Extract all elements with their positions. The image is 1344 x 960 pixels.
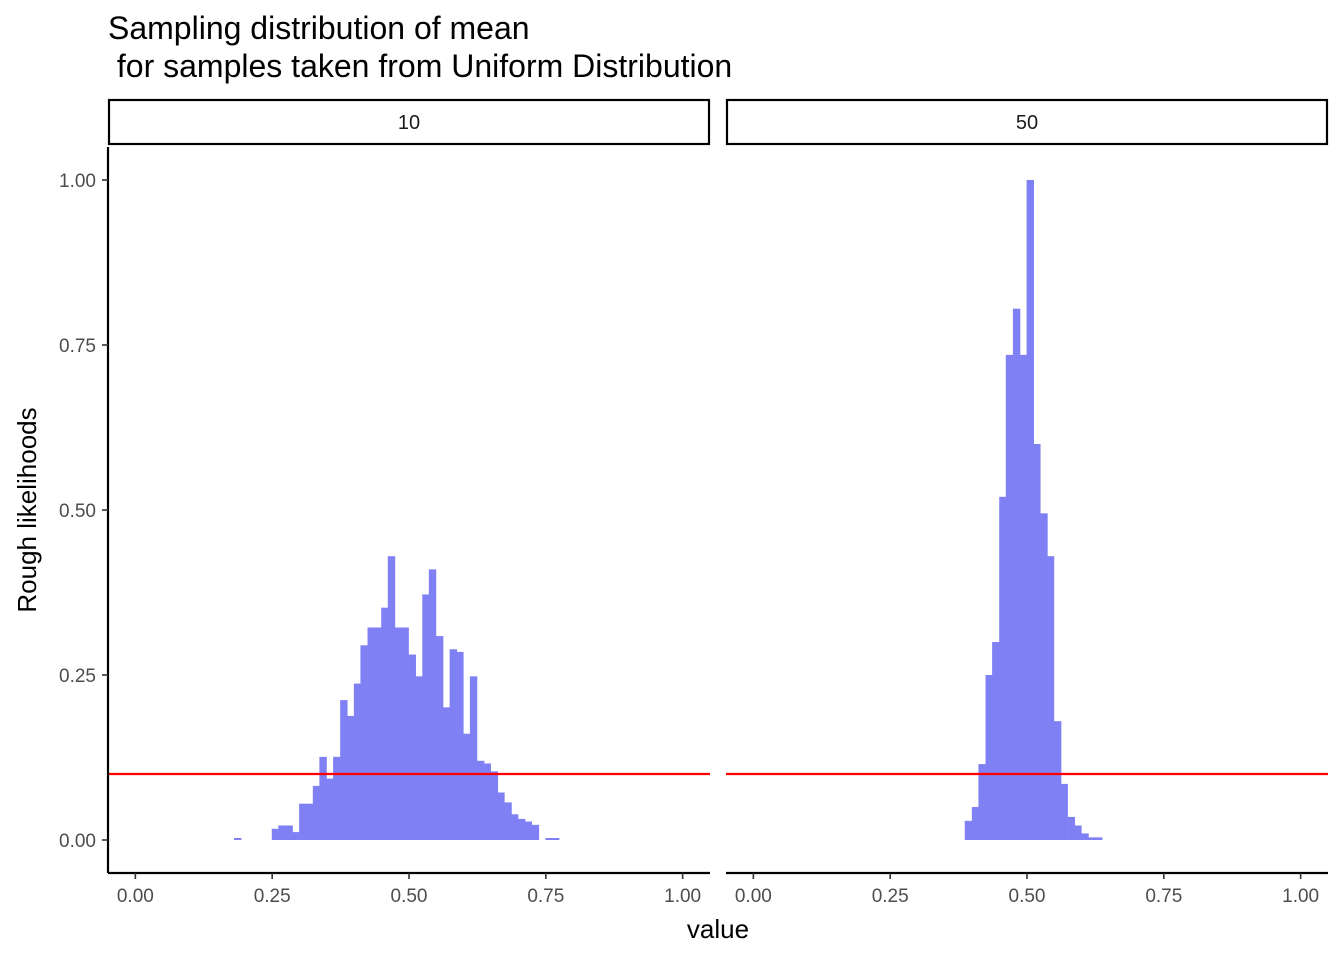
histogram-bar [978,764,986,840]
facet-strip [107,98,711,146]
histogram-bar [374,627,382,840]
histogram-bar [476,760,485,840]
histogram-bar [1005,354,1014,840]
x-tick-label: 0.50 [1009,886,1046,907]
x-tick-label: 0.00 [117,886,154,907]
histogram-bar [435,636,444,840]
histogram-bar [551,838,560,840]
histogram-bar [381,607,389,840]
histogram-bar [1033,444,1041,840]
histogram-bar [469,676,478,840]
histogram-bar [449,649,458,840]
histogram-bar [278,825,286,840]
histogram-bar [1012,308,1021,840]
histogram-bar [401,627,409,840]
x-tick-label: 0.25 [872,886,909,907]
x-tick-label: 0.50 [391,886,428,907]
x-axis-title: value [687,914,749,944]
panel-10: 10 0.00 0.25 0.50 0.75 1.00 [107,98,711,907]
histogram-bar [1060,783,1068,840]
histogram-bar [1074,825,1082,840]
y-tick-label: 0.75 [59,336,96,357]
histogram-bar [312,785,321,840]
chart-title-line-1: Sampling distribution of mean [108,10,530,46]
y-tick-label: 0.00 [59,831,96,852]
histogram-bar [1094,837,1103,840]
histogram-bar [353,683,362,840]
facet-panels: 10 0.00 0.25 0.50 0.75 1.00 50 0.00 0.25 0.50 0.75… [107,98,1329,907]
histogram-bar [319,756,327,840]
histogram-bar [531,824,540,840]
histogram-bar [999,496,1007,840]
histogram-bar [1019,354,1027,840]
histogram-bar [992,642,1000,840]
histogram-bar [456,651,464,840]
histogram-bar [504,802,512,840]
x-tick-label: 0.00 [735,886,772,907]
histogram-bar [346,715,355,840]
histogram-bar [1087,837,1096,840]
x-tick-label: 1.00 [664,886,701,907]
histogram-bar [985,675,993,840]
histogram-bar [340,700,348,840]
histogram-bar [971,807,980,840]
histogram-bar [524,821,533,840]
histogram-bar [964,820,973,840]
y-tick-label: 0.50 [59,501,96,522]
histogram-bar [1081,833,1089,840]
histogram-bar [422,594,430,840]
x-tick-label: 0.75 [1145,886,1182,907]
histogram-bar [1067,816,1076,840]
histogram-bar [428,569,437,840]
y-tick-label: 1.00 [59,171,96,192]
histogram-bar [1026,180,1034,840]
chart-title-line-2: for samples taken from Uniform Distribut… [108,48,732,84]
histogram-bar [394,627,403,840]
panel-50: 50 0.00 0.25 0.50 0.75 1.00 [725,98,1329,907]
histogram-bar [1046,556,1055,840]
histogram-bar [545,838,553,840]
histogram-bar [367,627,375,840]
histogram-bar [408,654,416,840]
histogram-bar [305,803,314,840]
facet-strip-label: 50 [1016,112,1038,134]
histogram-bar [1053,721,1062,840]
histogram-bar [360,645,368,840]
y-axis: 0.00 0.25 0.50 0.75 1.00 [59,147,110,873]
x-tick-label: 1.00 [1282,886,1319,907]
facet-strip [725,98,1329,146]
histogram-bar [234,838,242,840]
histogram-bar [271,828,280,840]
histogram-bar [299,803,307,840]
histogram-bar [518,818,526,840]
histogram-bar [285,825,293,840]
x-tick-label: 0.75 [527,886,564,907]
histogram-bar [497,792,505,840]
histogram-bar [490,771,499,840]
facet-strip-label: 10 [398,112,420,134]
y-axis-title: Rough likelihoods [12,407,42,612]
histogram-bar [333,756,341,840]
histogram-bar [510,814,519,840]
histogram-bar [483,763,491,840]
histogram-bar [292,832,300,840]
histogram-bar [415,676,423,840]
histogram-bar [387,556,396,840]
histogram-bar [463,733,471,840]
histogram-bar [326,778,334,840]
histogram-bar [1040,513,1048,840]
y-tick-label: 0.25 [59,666,96,687]
x-tick-label: 0.25 [254,886,291,907]
